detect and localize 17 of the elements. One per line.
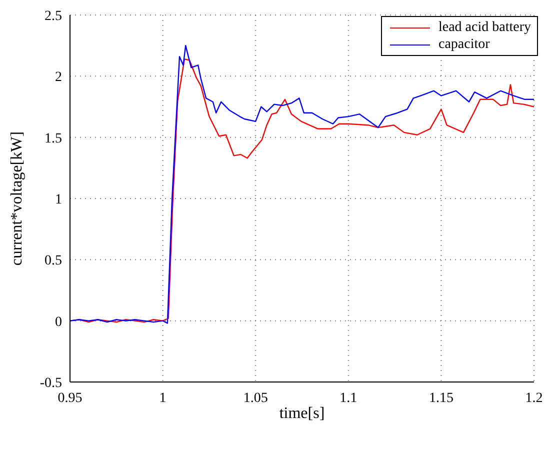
- y-axis-title: current*voltage[kW]: [8, 131, 26, 266]
- x-tick-label: 1.1: [340, 390, 358, 406]
- y-tick-label: 2.5: [44, 8, 62, 24]
- x-tick-label: 1: [159, 390, 166, 406]
- x-tick-label: 0.95: [58, 390, 82, 406]
- x-axis-title: time[s]: [279, 405, 325, 422]
- y-tick-label: -0.5: [40, 376, 62, 391]
- y-tick-label: 0.5: [44, 254, 62, 269]
- y-tick-label: 1: [55, 192, 62, 208]
- x-tick-label: 1.05: [243, 390, 268, 406]
- x-tick-label: 1.15: [428, 390, 454, 406]
- legend-label: capacitor: [438, 36, 490, 53]
- y-tick-label: 2: [55, 70, 62, 86]
- y-tick-label: 1.5: [44, 131, 62, 146]
- x-tick-label: 1.2: [525, 390, 543, 406]
- y-tick-label: 0: [55, 314, 62, 330]
- legend-label: lead acid battery: [438, 19, 531, 36]
